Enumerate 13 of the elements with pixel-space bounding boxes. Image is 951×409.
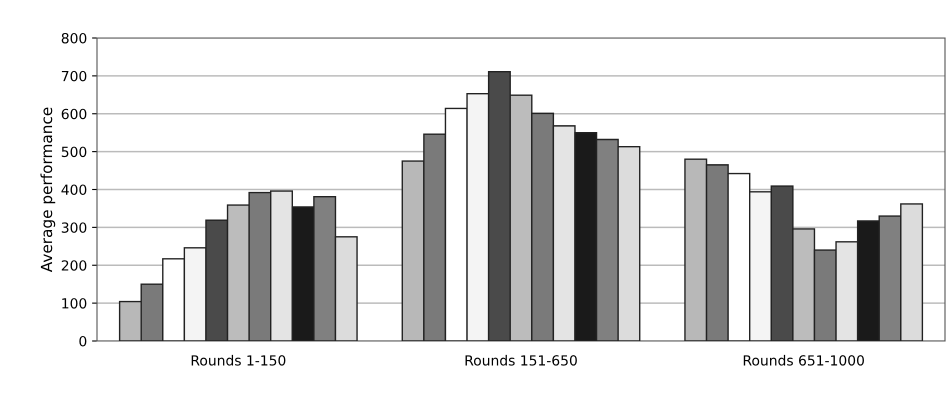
y-tick-label: 0: [79, 336, 86, 346]
y-tick-label: 700: [62, 70, 86, 82]
y-tick-label: 300: [62, 222, 86, 233]
y-tick-label: 400: [61, 184, 86, 195]
y-tick-label: 800: [62, 32, 86, 44]
y-tick-label: 200: [62, 260, 86, 271]
y-tick-label: 100: [62, 298, 86, 309]
x-tick-label: Rounds 651-1000: [744, 354, 864, 366]
y-tick-label: 600: [62, 108, 86, 120]
x-tick-label: Rounds 151-650: [466, 354, 577, 366]
y-tick-label: 500: [62, 146, 86, 158]
y-axis-title: Average performance: [40, 108, 56, 272]
x-tick-label: Rounds 1-150: [192, 354, 286, 366]
